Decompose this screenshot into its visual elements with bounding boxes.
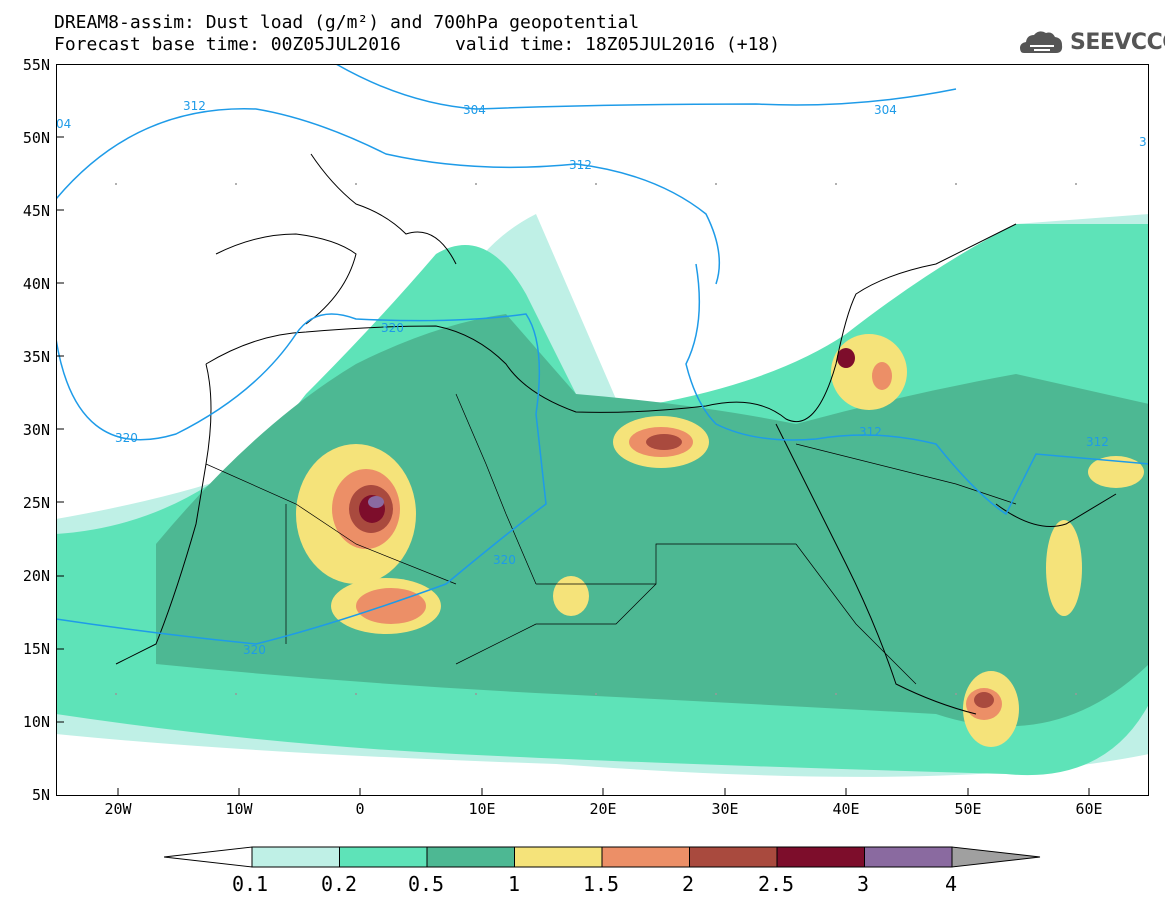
dust-band-1 bbox=[553, 576, 589, 616]
colorbar-segment bbox=[514, 846, 603, 868]
dust-band-2 bbox=[646, 434, 682, 450]
colorbar-segment bbox=[864, 846, 953, 868]
colorbar-label: 2 bbox=[681, 872, 695, 896]
lon-label: 20E bbox=[589, 800, 617, 818]
valid-time: valid time: 18Z05JUL2016 (+18) bbox=[454, 34, 781, 55]
colorbar-segment bbox=[951, 846, 1041, 868]
seevccc-logo: SEEVCCC bbox=[1070, 30, 1165, 55]
country-borders bbox=[205, 393, 1017, 685]
colorbar-segment bbox=[251, 846, 340, 868]
dust-band-1.5 bbox=[872, 362, 892, 390]
colorbar-label: 0.2 bbox=[320, 872, 358, 896]
contour-label: 312 bbox=[859, 425, 882, 439]
lat-label: 20N bbox=[22, 567, 50, 585]
lat-label: 50N bbox=[22, 129, 50, 147]
colorbar-label: 3 bbox=[856, 872, 870, 896]
lat-label: 5N bbox=[31, 786, 50, 804]
map-title: DREAM8-assim: Dust load (g/m²) and 700hP… bbox=[54, 12, 640, 33]
colorbar-label: 0.1 bbox=[231, 872, 269, 896]
lat-label: 45N bbox=[22, 202, 50, 220]
dust-band-3 bbox=[368, 496, 384, 508]
contour-label: 320 bbox=[115, 431, 138, 445]
colorbar-label: 4 bbox=[944, 872, 958, 896]
lon-label: 30E bbox=[711, 800, 739, 818]
contour-label: 312 bbox=[1086, 435, 1109, 449]
colorbar bbox=[164, 846, 1041, 868]
dust-band-2.5 bbox=[837, 348, 855, 368]
contour-label: 04 bbox=[56, 117, 71, 131]
colorbar-segment bbox=[689, 846, 778, 868]
lat-label: 35N bbox=[22, 348, 50, 366]
lat-label: 30N bbox=[22, 421, 50, 439]
dust-load-field bbox=[56, 214, 1149, 777]
map-subtitle: Forecast base time: 00Z05JUL2016 valid t… bbox=[54, 35, 780, 55]
lat-label: 55N bbox=[22, 56, 50, 74]
colorbar-label: 1 bbox=[507, 872, 521, 896]
cloud-icon bbox=[1020, 31, 1063, 53]
lat-label: 15N bbox=[22, 640, 50, 658]
contour-label: 312 bbox=[183, 99, 206, 113]
coastlines bbox=[115, 153, 1117, 715]
colorbar-label: 1.5 bbox=[582, 872, 620, 896]
lon-label: 0 bbox=[355, 800, 365, 818]
contour-label: 320 bbox=[493, 553, 516, 567]
dust-map: 312 304 304 312 320 320 320 320 312 312 … bbox=[56, 64, 1149, 796]
contour-labels: 312 304 304 312 320 320 320 320 312 312 … bbox=[56, 99, 1147, 657]
lat-label: 25N bbox=[22, 494, 50, 512]
colorbar-segment bbox=[339, 846, 428, 868]
graticule-dots bbox=[115, 183, 1077, 695]
lon-label: 60E bbox=[1075, 800, 1103, 818]
contour-label: 304 bbox=[874, 103, 897, 117]
axis-ticks bbox=[56, 136, 1090, 796]
forecast-base-time: Forecast base time: 00Z05JUL2016 bbox=[54, 34, 401, 55]
contour-label: 320 bbox=[381, 321, 404, 335]
lat-label: 40N bbox=[22, 275, 50, 293]
lon-label: 10E bbox=[468, 800, 496, 818]
dust-band-1 bbox=[1046, 520, 1082, 616]
dust-band-2 bbox=[974, 692, 994, 708]
contour-label: 320 bbox=[243, 643, 266, 657]
dust-band-1 bbox=[1088, 456, 1144, 488]
contour-label: 304 bbox=[463, 103, 486, 117]
lon-label: 20W bbox=[104, 800, 132, 818]
colorbar-label: 2.5 bbox=[757, 872, 795, 896]
dust-band-1.5 bbox=[356, 588, 426, 624]
lon-label: 40E bbox=[832, 800, 860, 818]
contour-label: 312 bbox=[569, 158, 592, 172]
contour-label: 3 bbox=[1139, 135, 1147, 149]
colorbar-segment bbox=[601, 846, 690, 868]
geopotential-contours bbox=[56, 64, 1149, 645]
colorbar-label: 0.5 bbox=[407, 872, 445, 896]
lon-label: 10W bbox=[225, 800, 253, 818]
colorbar-segment bbox=[426, 846, 515, 868]
lon-label: 50E bbox=[954, 800, 982, 818]
dust-band-1 bbox=[831, 334, 907, 410]
colorbar-segment bbox=[776, 846, 865, 868]
colorbar-segment bbox=[164, 846, 253, 868]
lat-label: 10N bbox=[22, 713, 50, 731]
